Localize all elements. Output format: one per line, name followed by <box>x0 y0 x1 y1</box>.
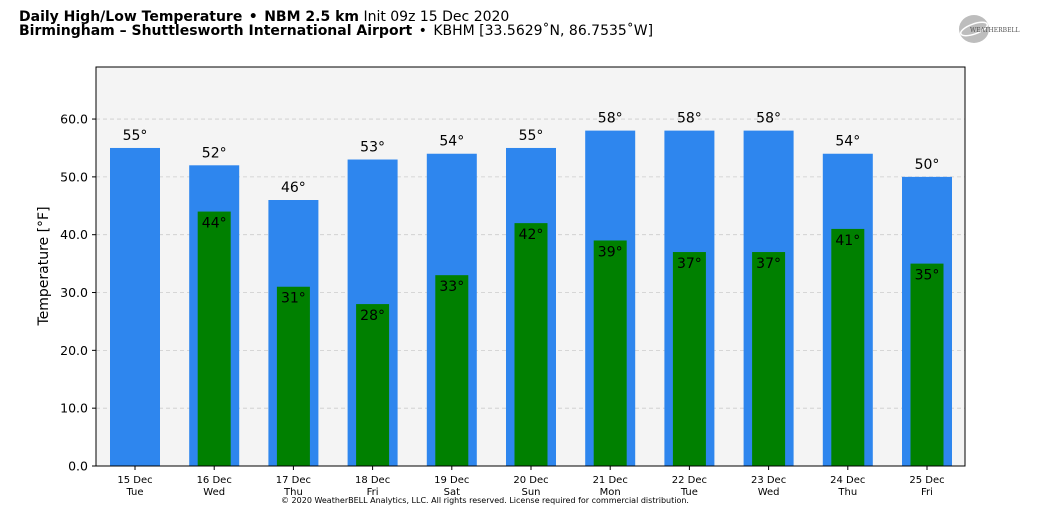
x-tick-weekday-label: Tue <box>125 487 143 498</box>
x-tick-date-label: 19 Dec <box>434 475 469 486</box>
x-tick-weekday-label: Thu <box>837 487 857 498</box>
low-temp-bar <box>831 228 865 466</box>
x-tick-date-label: 23 Dec <box>751 475 786 486</box>
x-tick-date-label: 17 Dec <box>276 475 311 486</box>
x-tick-weekday-label: Wed <box>203 487 225 498</box>
high-temp-label: 55° <box>519 128 544 144</box>
chart-title-line: Daily High/Low Temperature • NBM 2.5 km … <box>19 9 509 25</box>
x-tick-date-label: 24 Dec <box>830 475 865 486</box>
y-tick-label: 30.0 <box>60 285 88 300</box>
x-tick-date-label: 22 Dec <box>672 475 707 486</box>
logo-text: WEATHERBELL <box>970 27 1019 34</box>
x-tick-weekday-label: Sun <box>521 487 540 498</box>
high-temp-label: 54° <box>835 134 860 150</box>
high-temp-label: 58° <box>756 111 781 127</box>
y-tick-label: 20.0 <box>60 343 88 358</box>
title-separator: • <box>248 9 258 25</box>
low-temp-label: 35° <box>915 268 940 284</box>
y-tick-label: 60.0 <box>60 112 88 127</box>
low-temp-bar <box>435 275 469 466</box>
x-tick-weekday-label: Mon <box>600 487 621 498</box>
x-tick-date-label: 15 Dec <box>117 475 152 486</box>
low-temp-bar <box>752 252 786 466</box>
x-tick-weekday-label: Fri <box>367 487 379 498</box>
low-temp-label: 39° <box>598 244 623 260</box>
y-tick-label: 10.0 <box>60 401 88 416</box>
weatherbell-logo-icon: WEATHERBELL <box>959 15 1019 43</box>
low-temp-label: 28° <box>360 308 385 324</box>
station-name: Birmingham – Shuttlesworth International… <box>19 23 413 39</box>
high-temp-label: 55° <box>123 128 148 144</box>
y-tick-label: 40.0 <box>60 227 88 242</box>
station-info: KBHM [33.5629˚N, 86.7535˚W] <box>433 23 654 39</box>
bars-group <box>110 130 952 467</box>
low-temp-bar <box>593 240 627 466</box>
y-axis: 0.0 10.0 20.0 30.0 40.0 50.0 60.0 <box>60 112 96 474</box>
low-temp-label: 41° <box>835 233 860 249</box>
model-name: NBM 2.5 km <box>264 9 359 25</box>
x-tick-weekday-label: Sat <box>444 487 460 498</box>
high-temp-label: 53° <box>360 140 385 156</box>
x-tick-weekday-label: Wed <box>758 487 780 498</box>
y-tick-label: 0.0 <box>68 459 88 474</box>
high-temp-label: 58° <box>677 111 702 127</box>
low-temp-label: 37° <box>756 256 781 272</box>
x-tick-date-label: 18 Dec <box>355 475 390 486</box>
high-temp-label: 54° <box>439 134 464 150</box>
x-tick-weekday-label: Tue <box>680 487 698 498</box>
x-tick-date-label: 25 Dec <box>909 475 944 486</box>
station-separator: • <box>418 23 427 39</box>
logo-swoosh <box>959 21 989 37</box>
low-temp-label: 31° <box>281 291 306 307</box>
low-temp-bar <box>514 223 548 466</box>
copyright-notice: © 2020 WeatherBELL Analytics, LLC. All r… <box>281 496 689 505</box>
product-title: Daily High/Low Temperature <box>19 9 243 25</box>
high-temp-bar <box>110 147 160 466</box>
low-temp-label: 37° <box>677 256 702 272</box>
station-line: Birmingham – Shuttlesworth International… <box>19 23 653 39</box>
y-axis-label: Temperature [°F] <box>36 206 52 326</box>
low-temp-bar <box>276 286 310 466</box>
data-labels-group: 55° 52° 44° 46° 31° 53° 28° 54° 33° 55° 42° 58° 39° 5… <box>123 111 940 324</box>
high-temp-label: 52° <box>202 145 227 161</box>
x-tick-date-label: 20 Dec <box>513 475 548 486</box>
init-time: Init 09z 15 Dec 2020 <box>363 9 510 25</box>
low-temp-label: 44° <box>202 216 227 232</box>
high-temp-label: 46° <box>281 180 306 196</box>
high-temp-label: 50° <box>915 157 940 173</box>
x-tick-date-label: 16 Dec <box>197 475 232 486</box>
low-temp-label: 42° <box>519 227 544 243</box>
x-tick-date-label: 21 Dec <box>593 475 628 486</box>
low-temp-bar <box>910 263 944 466</box>
low-temp-bar <box>672 252 706 466</box>
x-tick-weekday-label: Fri <box>921 487 933 498</box>
high-temp-label: 58° <box>598 111 623 127</box>
y-tick-label: 50.0 <box>60 169 88 184</box>
x-tick-weekday-label: Thu <box>283 487 303 498</box>
low-temp-label: 33° <box>439 279 464 295</box>
low-temp-bar <box>197 211 231 466</box>
low-temp-bar <box>356 304 390 466</box>
